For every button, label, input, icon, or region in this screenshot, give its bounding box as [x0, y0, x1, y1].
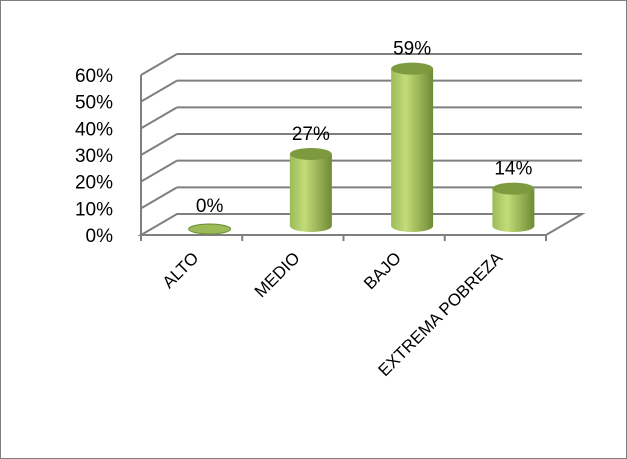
category-label: BAJO	[360, 248, 405, 293]
category-label: MEDIO	[251, 248, 304, 301]
gridline-connector	[140, 133, 178, 156]
y-tick-label: 60%	[75, 66, 113, 87]
y-tick-label: 40%	[75, 119, 113, 140]
bar	[289, 154, 332, 232]
data-label: 0%	[196, 196, 224, 217]
y-tick-label: 30%	[75, 146, 113, 167]
gridline-connector	[140, 53, 178, 76]
category-label: ALTO	[159, 248, 203, 292]
gridline-connector	[140, 79, 178, 103]
bar	[391, 68, 434, 233]
y-tick-label: 20%	[75, 173, 113, 194]
gridline-connector	[140, 159, 178, 183]
bar-top	[289, 148, 332, 160]
y-tick-label: 50%	[75, 93, 113, 114]
bar	[492, 188, 535, 232]
gridline-connector	[140, 186, 178, 210]
y-tick-label: 10%	[75, 199, 113, 220]
gridline-connector	[140, 106, 178, 130]
y-tick-label: 0%	[86, 226, 114, 247]
bar-top	[391, 62, 434, 75]
data-label: 27%	[292, 124, 330, 145]
data-label: 59%	[393, 39, 431, 60]
bar-top	[492, 182, 535, 195]
floor	[137, 213, 586, 236]
bar	[188, 223, 232, 235]
data-label: 14%	[494, 159, 532, 180]
